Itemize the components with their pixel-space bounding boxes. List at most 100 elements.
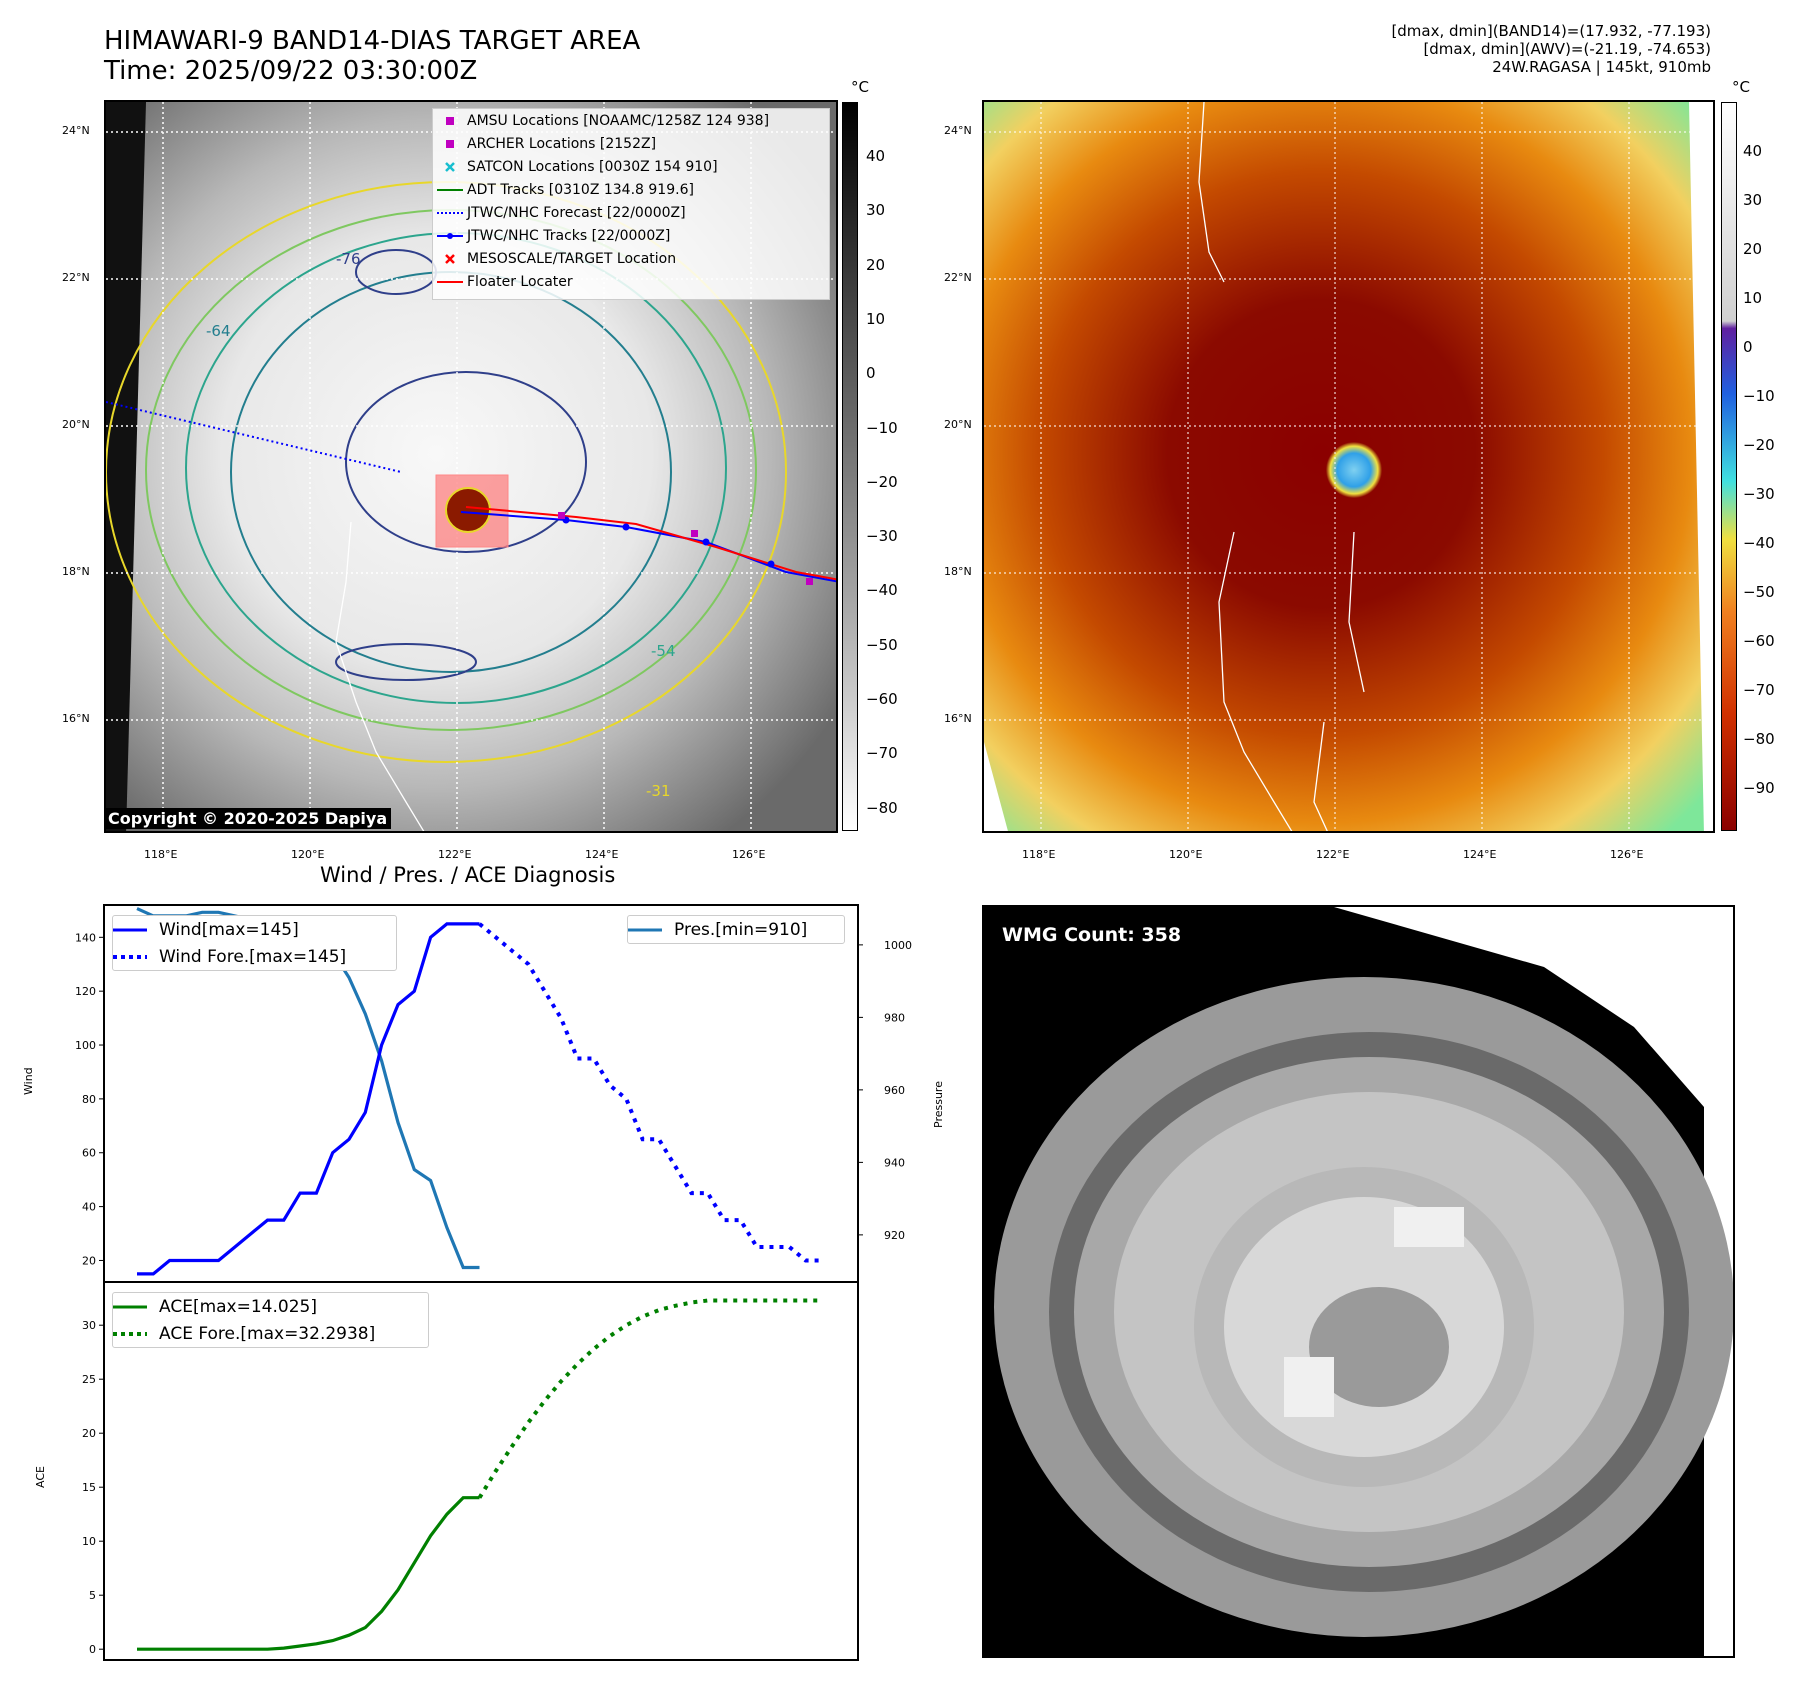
ace-legend: ACE[max=14.025] ACE Fore.[max=32.2938] (112, 1292, 429, 1348)
lon-label: 120°E (1169, 848, 1203, 861)
colorbar-unit: °C (851, 78, 869, 96)
legend-label: ARCHER Locations [2152Z] (467, 135, 657, 152)
colorbar-tick: 30 (1743, 191, 1763, 209)
contour-label: -54 (651, 642, 676, 660)
colorbar-tick: −80 (866, 798, 898, 817)
lat-label: 20°N (944, 418, 972, 431)
colorbar-tick: 20 (1743, 240, 1763, 258)
lat-label: 24°N (944, 124, 972, 137)
legend-line-icon (113, 1304, 147, 1310)
colorbar-tick: 40 (1743, 142, 1763, 160)
info-line-3: 24W.RAGASA | 145kt, 910mb (1492, 58, 1711, 76)
pressure-axis-tick-label: 1000 (884, 939, 912, 952)
lat-label: 24°N (62, 124, 90, 137)
colorbar-tick: −40 (1743, 534, 1775, 552)
ace-axis-tick-label: 15 (82, 1481, 96, 1494)
storm-info: [dmax, dmin](BAND14)=(17.932, -77.193) [… (1391, 22, 1711, 76)
legend-entry: Floater Locater (433, 270, 829, 293)
legend-label: MESOSCALE/TARGET Location (467, 250, 677, 267)
legend-entry: MESOSCALE/TARGET Location (433, 247, 829, 270)
enhanced-colorbar (1721, 102, 1737, 831)
legend-line-icon (433, 185, 467, 195)
colorbar-tick: −80 (1743, 730, 1775, 748)
pressure-axis-tick-label: 940 (884, 1156, 905, 1169)
legend-entry: ACE[max=14.025] (113, 1293, 428, 1320)
lat-label: 18°N (62, 565, 90, 578)
colorbar-tick: 0 (866, 364, 876, 383)
legend-square-icon (433, 139, 467, 149)
legend-label: AMSU Locations [NOAAMC/1258Z 124 938] (467, 112, 770, 129)
ace-axis-tick-label: 5 (89, 1589, 96, 1602)
legend-entry: ARCHER Locations [2152Z] (433, 132, 829, 155)
pressure-axis-label: Pressure (932, 1081, 945, 1128)
colorbar-tick: −20 (1743, 436, 1775, 454)
wmg-panel (982, 905, 1735, 1658)
colorbar-tick: 20 (866, 255, 886, 274)
diagnosis-charts: 20 40 60 80 100 120 140 920 940 960 980 1000 0 5 10 1… (75, 904, 912, 1661)
legend-dotted-icon (433, 208, 467, 218)
enhanced-map-imagery (984, 102, 1713, 831)
ace-axis-tick-label: 10 (82, 1535, 96, 1548)
wmg-imagery (994, 907, 1733, 1656)
colorbar-tick: −70 (1743, 681, 1775, 699)
pressure-legend: Pres.[min=910] (627, 915, 845, 944)
title-line-2: Time: 2025/09/22 03:30:00Z (104, 56, 478, 86)
wind-axis-tick-label: 20 (82, 1254, 96, 1267)
legend-dotted-icon (113, 954, 147, 960)
colorbar-tick: 10 (1743, 289, 1763, 307)
colorbar-tick: −90 (1743, 779, 1775, 797)
lat-label: 16°N (944, 712, 972, 725)
lon-label: 118°E (1022, 848, 1056, 861)
legend-entry: JTWC/NHC Tracks [22/0000Z] (433, 224, 829, 247)
wmg-count-label: WMG Count: 358 (1002, 924, 1182, 946)
pressure-axis-tick-label: 920 (884, 1229, 905, 1242)
colorbar-tick: 0 (1743, 338, 1753, 356)
legend-line-icon (113, 927, 147, 933)
wind-axis-tick-label: 120 (75, 985, 96, 998)
lon-label: 126°E (1610, 848, 1644, 861)
pressure-axis-tick-label: 980 (884, 1011, 905, 1024)
legend-label: JTWC/NHC Forecast [22/0000Z] (467, 204, 686, 221)
legend-label: Wind Fore.[max=145] (159, 946, 347, 967)
colorbar-tick: −30 (866, 527, 898, 546)
info-line-2: [dmax, dmin](AWV)=(-21.19, -74.653) (1423, 40, 1711, 58)
lon-label: 118°E (144, 848, 178, 861)
colorbar-tick: −30 (1743, 485, 1775, 503)
colorbar-tick: 10 (866, 309, 886, 328)
lat-label: 22°N (62, 271, 90, 284)
info-line-1: [dmax, dmin](BAND14)=(17.932, -77.193) (1391, 22, 1711, 40)
lon-label: 124°E (585, 848, 619, 861)
enhanced-ir-map (982, 100, 1715, 833)
wind-axis-tick-label: 40 (82, 1201, 96, 1214)
legend-entry: Wind[max=145] (113, 916, 396, 943)
legend-label: Floater Locater (467, 273, 573, 290)
lat-label: 22°N (944, 271, 972, 284)
legend-line-dot-icon (433, 231, 467, 241)
colorbar-tick: −10 (866, 418, 898, 437)
legend-entry: SATCON Locations [0030Z 154 910] (433, 155, 829, 178)
ace-axis-tick-label: 30 (82, 1319, 96, 1332)
chart-title: Wind / Pres. / ACE Diagnosis (320, 863, 616, 887)
wind-axis-tick-label: 60 (82, 1147, 96, 1160)
legend-x-icon (433, 253, 467, 264)
ace-axis-tick-label: 25 (82, 1373, 96, 1386)
lon-label: 122°E (438, 848, 472, 861)
ace-series-line (137, 1496, 480, 1651)
colorbar-tick: −20 (866, 472, 898, 491)
ace-axis-label: ACE (34, 1466, 47, 1488)
wind-axis-tick-label: 100 (75, 1039, 96, 1052)
legend-label: JTWC/NHC Tracks [22/0000Z] (467, 227, 671, 244)
colorbar-tick: −60 (866, 690, 898, 708)
legend-dotted-icon (113, 1331, 147, 1337)
legend-entry: JTWC/NHC Forecast [22/0000Z] (433, 201, 829, 224)
lon-label: 124°E (1463, 848, 1497, 861)
legend-line-icon (433, 277, 467, 287)
legend-entry: Wind Fore.[max=145] (113, 943, 396, 970)
lat-label: 18°N (944, 565, 972, 578)
colorbar-tick: −70 (866, 744, 898, 763)
ir-map-legend: AMSU Locations [NOAAMC/1258Z 124 938] ARC… (432, 108, 830, 300)
ir-colorbar (842, 102, 858, 831)
legend-entry: Pres.[min=910] (628, 916, 844, 943)
colorbar-tick: −50 (1743, 583, 1775, 601)
colorbar-tick: −50 (866, 635, 898, 654)
